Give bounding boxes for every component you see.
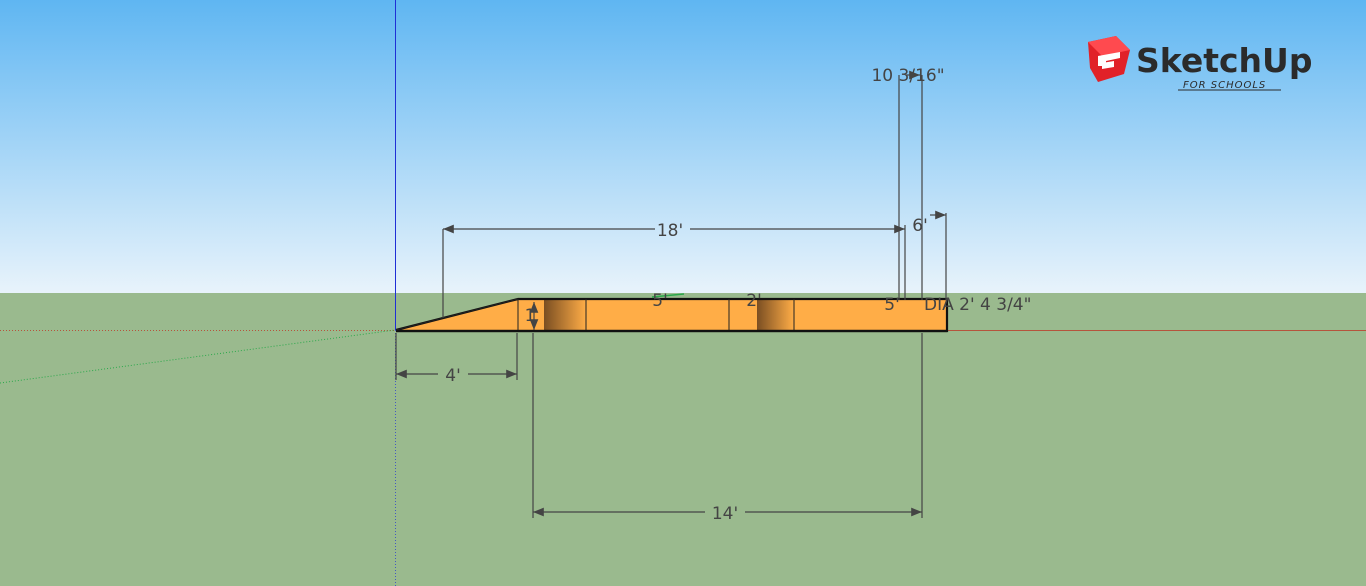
dimension-label-6ft: 6' (912, 216, 928, 236)
sky (0, 0, 1366, 293)
diameter-label[interactable]: DIA 2' 4 3/4" (924, 295, 1031, 315)
inference-green-segment (651, 293, 685, 298)
transition-shade-right[interactable] (757, 299, 794, 330)
dimension-label-18ft: 18' (657, 221, 683, 241)
ramp-top-edge (395, 298, 519, 331)
sketchup-logo: SketchUp FOR SCHOOLS (1088, 36, 1312, 91)
segment-label-5ft-right[interactable]: 5' (884, 295, 900, 315)
dimension-bottom-length[interactable]: 14' (532, 333, 923, 524)
sketchup-subtitle: FOR SCHOOLS (1183, 80, 1266, 91)
dimension-top-offset[interactable]: 10 3/16" (871, 66, 945, 300)
dimension-ramp-run[interactable]: 4' (395, 333, 518, 386)
ramp-model[interactable] (395, 293, 949, 333)
tube-segment-3[interactable] (794, 299, 947, 330)
sketchup-logo-icon (1088, 36, 1130, 82)
sketchup-wordmark: SketchUp (1136, 41, 1312, 80)
dimension-ramp-height[interactable]: 1 (525, 302, 539, 330)
dimension-end-offset[interactable]: 6' (904, 210, 947, 300)
dimension-overall-length[interactable]: 18' (442, 221, 905, 318)
dimension-label-4ft: 4' (445, 366, 461, 386)
tube-segment-1[interactable] (586, 299, 729, 330)
green-axis-negative (0, 329, 396, 384)
tube-segment-2[interactable] (729, 299, 757, 330)
dimension-label-14ft: 14' (712, 504, 738, 524)
transition-shade-left[interactable] (544, 299, 586, 330)
dimension-label-height: 1 (525, 306, 536, 326)
dimension-label-10-3-16: 10 3/16" (871, 66, 944, 86)
segment-label-5ft-left[interactable]: 5' (652, 291, 668, 311)
segment-label-2ft[interactable]: 2' (746, 291, 762, 311)
ground-plane[interactable] (0, 293, 1366, 586)
